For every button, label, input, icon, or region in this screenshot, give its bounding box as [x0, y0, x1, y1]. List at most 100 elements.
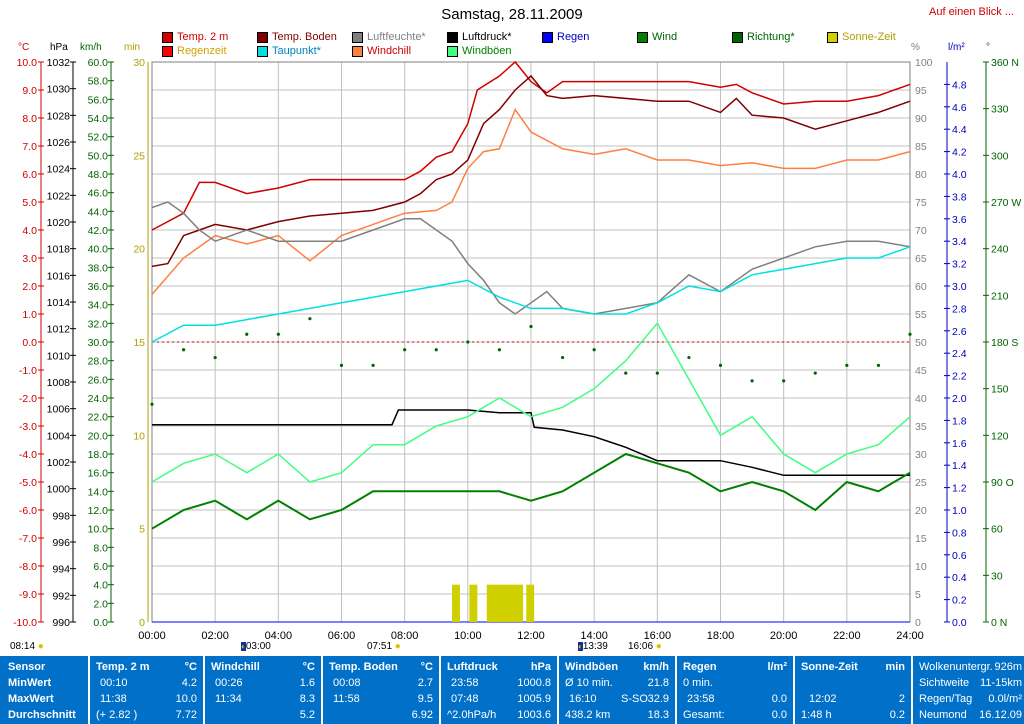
rain-tick-label: 1.2 — [952, 483, 967, 495]
stats-temp2m-min-time: 00:10 — [100, 677, 128, 689]
stats-temp2m-avg-val: 7.72 — [175, 709, 197, 721]
temp-tick-label: 6.0 — [22, 169, 37, 181]
direction-tick-label: 0 N — [991, 617, 1007, 629]
series-point-direction — [403, 348, 407, 352]
rain-tick-label: 1.6 — [952, 438, 967, 450]
stats-sonne-header: Sonne-Zeit — [801, 661, 858, 673]
legend-label: Windböen — [462, 45, 512, 57]
rain-tick-label: 0.8 — [952, 527, 967, 539]
stats-cloud-base-val: 926m — [994, 661, 1022, 673]
stats-rain-day-label: Regen/Tag — [919, 693, 973, 705]
wind-tick-label: 42.0 — [88, 225, 109, 237]
legend-swatch — [732, 31, 743, 43]
rain-tick-label: 2.4 — [952, 348, 967, 360]
rain-tick-label: 0.4 — [952, 572, 967, 584]
stats-regen-unit: l/m² — [767, 661, 787, 673]
stats-temp2m-max-time: 11:38 — [100, 693, 127, 705]
legend-item: Regen — [542, 31, 589, 43]
rain-tick-label: 4.6 — [952, 102, 967, 114]
stats-col-sensor: Sensor MinWert MaxWert Durchschnitt — [0, 656, 90, 724]
min-tick-label: 25 — [133, 150, 145, 162]
temp-tick-label: -5.0 — [19, 477, 37, 489]
wind-tick-label: 30.0 — [88, 337, 109, 349]
legend-swatch — [257, 45, 268, 57]
legend-swatch — [257, 31, 268, 43]
stats-tempboden-min-time: 00:08 — [333, 677, 361, 689]
stats-row-avg: Durchschnitt — [8, 709, 76, 721]
stats-luftdruck-trend: ^2.0hPa/h — [447, 709, 497, 721]
wind-tick-label: 52.0 — [88, 132, 109, 144]
series-line-luftfeuchte- — [151, 201, 911, 315]
wind-tick-label: 54.0 — [88, 113, 109, 125]
stats-tempboden-header: Temp. Boden — [329, 661, 398, 673]
wind-tick-label: 36.0 — [88, 281, 109, 293]
rain-tick-label: 0.6 — [952, 550, 967, 562]
stats-col-extra: Wolkenuntergr. 926m Sichtweite 11-15km R… — [913, 656, 1024, 724]
stats-luftdruck-max-val: 1005.9 — [517, 693, 551, 705]
stats-windboeen-unit: km/h — [643, 661, 669, 673]
series-point-direction — [655, 371, 659, 375]
rain-tick-label: 3.0 — [952, 281, 967, 293]
stats-windboeen-avg10-val: 21.8 — [647, 677, 669, 689]
stats-regen-max-val: 0.0 — [771, 693, 787, 705]
rain-tick-label: 3.6 — [952, 214, 967, 226]
x-tick-label: 14:00 — [580, 630, 608, 642]
legend-item: Temp. 2 m — [162, 31, 228, 43]
humidity-tick-label: 30 — [915, 449, 927, 461]
x-tick-label: 20:00 — [770, 630, 798, 642]
legend-swatch — [162, 31, 173, 43]
stats-temp2m-unit: °C — [184, 661, 197, 673]
rain-tick-label: 3.2 — [952, 259, 967, 271]
series-point-direction — [687, 355, 691, 360]
stats-regen-total-label: Gesamt: — [683, 709, 725, 721]
sun-duration-bar — [452, 584, 460, 622]
humidity-tick-label: 45 — [915, 365, 927, 377]
wind-tick-label: 38.0 — [88, 262, 109, 274]
series-point-direction — [245, 332, 249, 336]
stats-row-max: MaxWert — [8, 693, 54, 705]
sun-mark-2: 07:51 ● — [367, 641, 401, 652]
legend-label: Temp. Boden — [272, 31, 337, 43]
direction-tick-label: 240 — [991, 244, 1009, 256]
legend-label: Richtung* — [747, 31, 795, 43]
chart-series — [150, 60, 912, 530]
rain-tick-label: 2.2 — [952, 371, 967, 383]
series-line-wind — [151, 452, 911, 530]
min-tick-label: 10 — [133, 430, 145, 442]
stats-tempboden-avg-val: 6.92 — [411, 709, 433, 721]
x-tick-label: 16:00 — [644, 630, 672, 642]
legend-item: Luftfeuchte* — [352, 31, 426, 43]
stats-windboeen-distance: 438.2 km — [565, 709, 611, 721]
overview-link[interactable]: Auf einen Blick ... — [929, 6, 1014, 18]
direction-tick-label: 330 — [991, 104, 1009, 116]
direction-tick-label: 360 N — [991, 57, 1019, 69]
pressure-tick-label: 1020 — [47, 217, 71, 229]
series-point-direction — [750, 379, 754, 383]
series-point-direction — [434, 348, 438, 352]
statistics-panel: Sensor MinWert MaxWert Durchschnitt Temp… — [0, 656, 1024, 724]
rain-tick-label: 2.0 — [952, 393, 967, 405]
legend-swatch — [637, 31, 648, 43]
sun-icon: ● — [392, 641, 401, 652]
rain-tick-label: 4.4 — [952, 124, 967, 136]
temp-tick-label: -1.0 — [19, 365, 37, 377]
rain-tick-label: 4.0 — [952, 169, 967, 181]
x-tick-label: 04:00 — [265, 630, 293, 642]
legend-swatch — [827, 31, 838, 43]
stats-col-luftdruck: Luftdruck hPa 23:58 1000.8 07:48 1005.9 … — [441, 656, 559, 724]
series-line-luftdruck- — [152, 409, 910, 477]
pressure-tick-label: 1006 — [47, 404, 71, 416]
stats-sonne-max-time: 12:02 — [809, 693, 837, 705]
legend-item: Sonne-Zeit — [827, 31, 896, 43]
stats-col-windchill: Windchill °C 00:26 1.6 11:34 8.3 5.2 — [205, 656, 323, 724]
stats-windchill-max-time: 11:34 — [215, 693, 242, 705]
series-point-direction — [845, 363, 849, 367]
legend-swatch — [162, 45, 173, 57]
humidity-tick-label: 90 — [915, 113, 927, 125]
stats-luftdruck-max-time: 07:48 — [451, 693, 479, 705]
axis-unit-rain: l/m² — [948, 42, 965, 53]
stats-windchill-unit: °C — [302, 661, 315, 673]
humidity-tick-label: 0 — [915, 617, 921, 629]
weather-chart: 00:00 02:00 04:00 06:00 08:00 10:00 12:00 14:00… — [13, 57, 1021, 642]
stats-windboeen-header: Windböen — [565, 661, 619, 673]
